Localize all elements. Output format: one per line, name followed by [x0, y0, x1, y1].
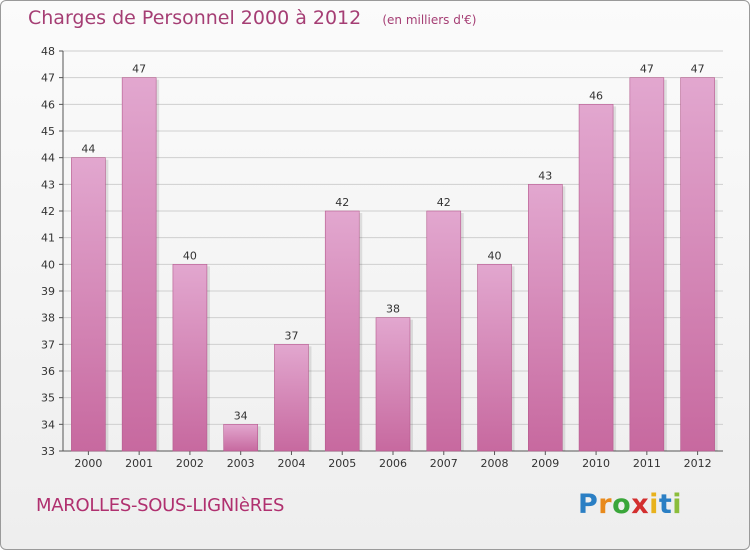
y-tick-label: 43 — [41, 178, 55, 191]
y-tick-label: 39 — [41, 285, 55, 298]
bar-2008[interactable] — [477, 264, 512, 452]
x-tick-label: 2010 — [582, 457, 610, 470]
x-tick-label: 2011 — [633, 457, 661, 470]
data-label: 47 — [640, 63, 654, 76]
x-tick-label: 2007 — [430, 457, 458, 470]
proxiti-logo[interactable]: Proxiti — [578, 489, 682, 520]
y-tick-label: 44 — [41, 152, 55, 165]
x-tick-label: 2000 — [74, 457, 102, 470]
y-tick-label: 46 — [41, 98, 55, 111]
bar-2012[interactable] — [680, 77, 715, 452]
x-tick-label: 2002 — [176, 457, 204, 470]
data-label: 38 — [386, 303, 400, 316]
y-tick-label: 42 — [41, 205, 55, 218]
data-label: 47 — [132, 63, 146, 76]
data-label: 42 — [335, 196, 349, 209]
logo-letter: t — [658, 489, 673, 520]
x-tick-label: 2012 — [684, 457, 712, 470]
y-tick-label: 41 — [41, 232, 55, 245]
y-tick-label: 38 — [41, 312, 55, 325]
data-label: 47 — [691, 63, 705, 76]
data-label: 37 — [284, 329, 298, 342]
bars — [71, 77, 718, 452]
x-tick-label: 2005 — [328, 457, 356, 470]
bar-2010[interactable] — [578, 104, 614, 452]
logo-letter: P — [578, 489, 599, 520]
y-tick-label: 45 — [41, 125, 55, 138]
chart-title: Charges de Personnel 2000 à 2012 — [28, 7, 362, 29]
y-tick-label: 35 — [41, 392, 55, 405]
bar-2006[interactable] — [375, 317, 411, 452]
bar-2000[interactable] — [71, 157, 106, 452]
x-tick-label: 2004 — [277, 457, 305, 470]
x-tick-label: 2006 — [379, 457, 407, 470]
data-label: 43 — [538, 169, 552, 182]
x-tick-label: 2009 — [531, 457, 559, 470]
data-label: 40 — [183, 249, 197, 262]
logo-letter: r — [598, 489, 613, 520]
bar-2005[interactable] — [324, 210, 360, 452]
data-label: 40 — [488, 249, 502, 262]
y-tick-label: 47 — [41, 72, 55, 85]
x-tick-label: 2001 — [125, 457, 153, 470]
bar-2007[interactable] — [426, 210, 462, 452]
bar-2009[interactable] — [528, 184, 563, 452]
bar-2011[interactable] — [629, 77, 665, 452]
title-row: Charges de Personnel 2000 à 2012 (en mil… — [28, 7, 476, 29]
chart-subtitle: (en milliers d'€) — [382, 13, 477, 27]
logo-letter: i — [649, 489, 659, 520]
y-tick-label: 36 — [41, 365, 55, 378]
data-label: 44 — [81, 143, 95, 156]
bar-2002[interactable] — [172, 264, 208, 452]
logo-letter: o — [612, 489, 632, 520]
data-label: 34 — [234, 409, 248, 422]
y-tick-label: 37 — [41, 338, 55, 351]
commune-name: MAROLLES-SOUS-LIGNIèRES — [36, 495, 285, 516]
logo-letter: i — [672, 489, 683, 520]
axes: 33 34 35 36 37 38 39 40 41 42 43 44 45 46 47 48 2000 2001… — [41, 45, 723, 470]
data-labels: 44 47 40 34 37 42 38 42 40 43 46 47 47 — [81, 63, 704, 423]
y-tick-label: 40 — [41, 258, 55, 271]
y-tick-label: 34 — [41, 418, 55, 431]
x-tick-label: 2003 — [227, 457, 255, 470]
data-label: 46 — [589, 89, 603, 102]
y-tick-label: 48 — [41, 45, 55, 58]
x-tick-label: 2008 — [481, 457, 509, 470]
bar-2001[interactable] — [121, 77, 157, 452]
logo-letter: x — [631, 489, 650, 520]
data-label: 42 — [437, 196, 451, 209]
bar-2004[interactable] — [274, 344, 309, 452]
bar-2003[interactable] — [223, 424, 258, 452]
y-tick-label: 33 — [41, 445, 55, 458]
